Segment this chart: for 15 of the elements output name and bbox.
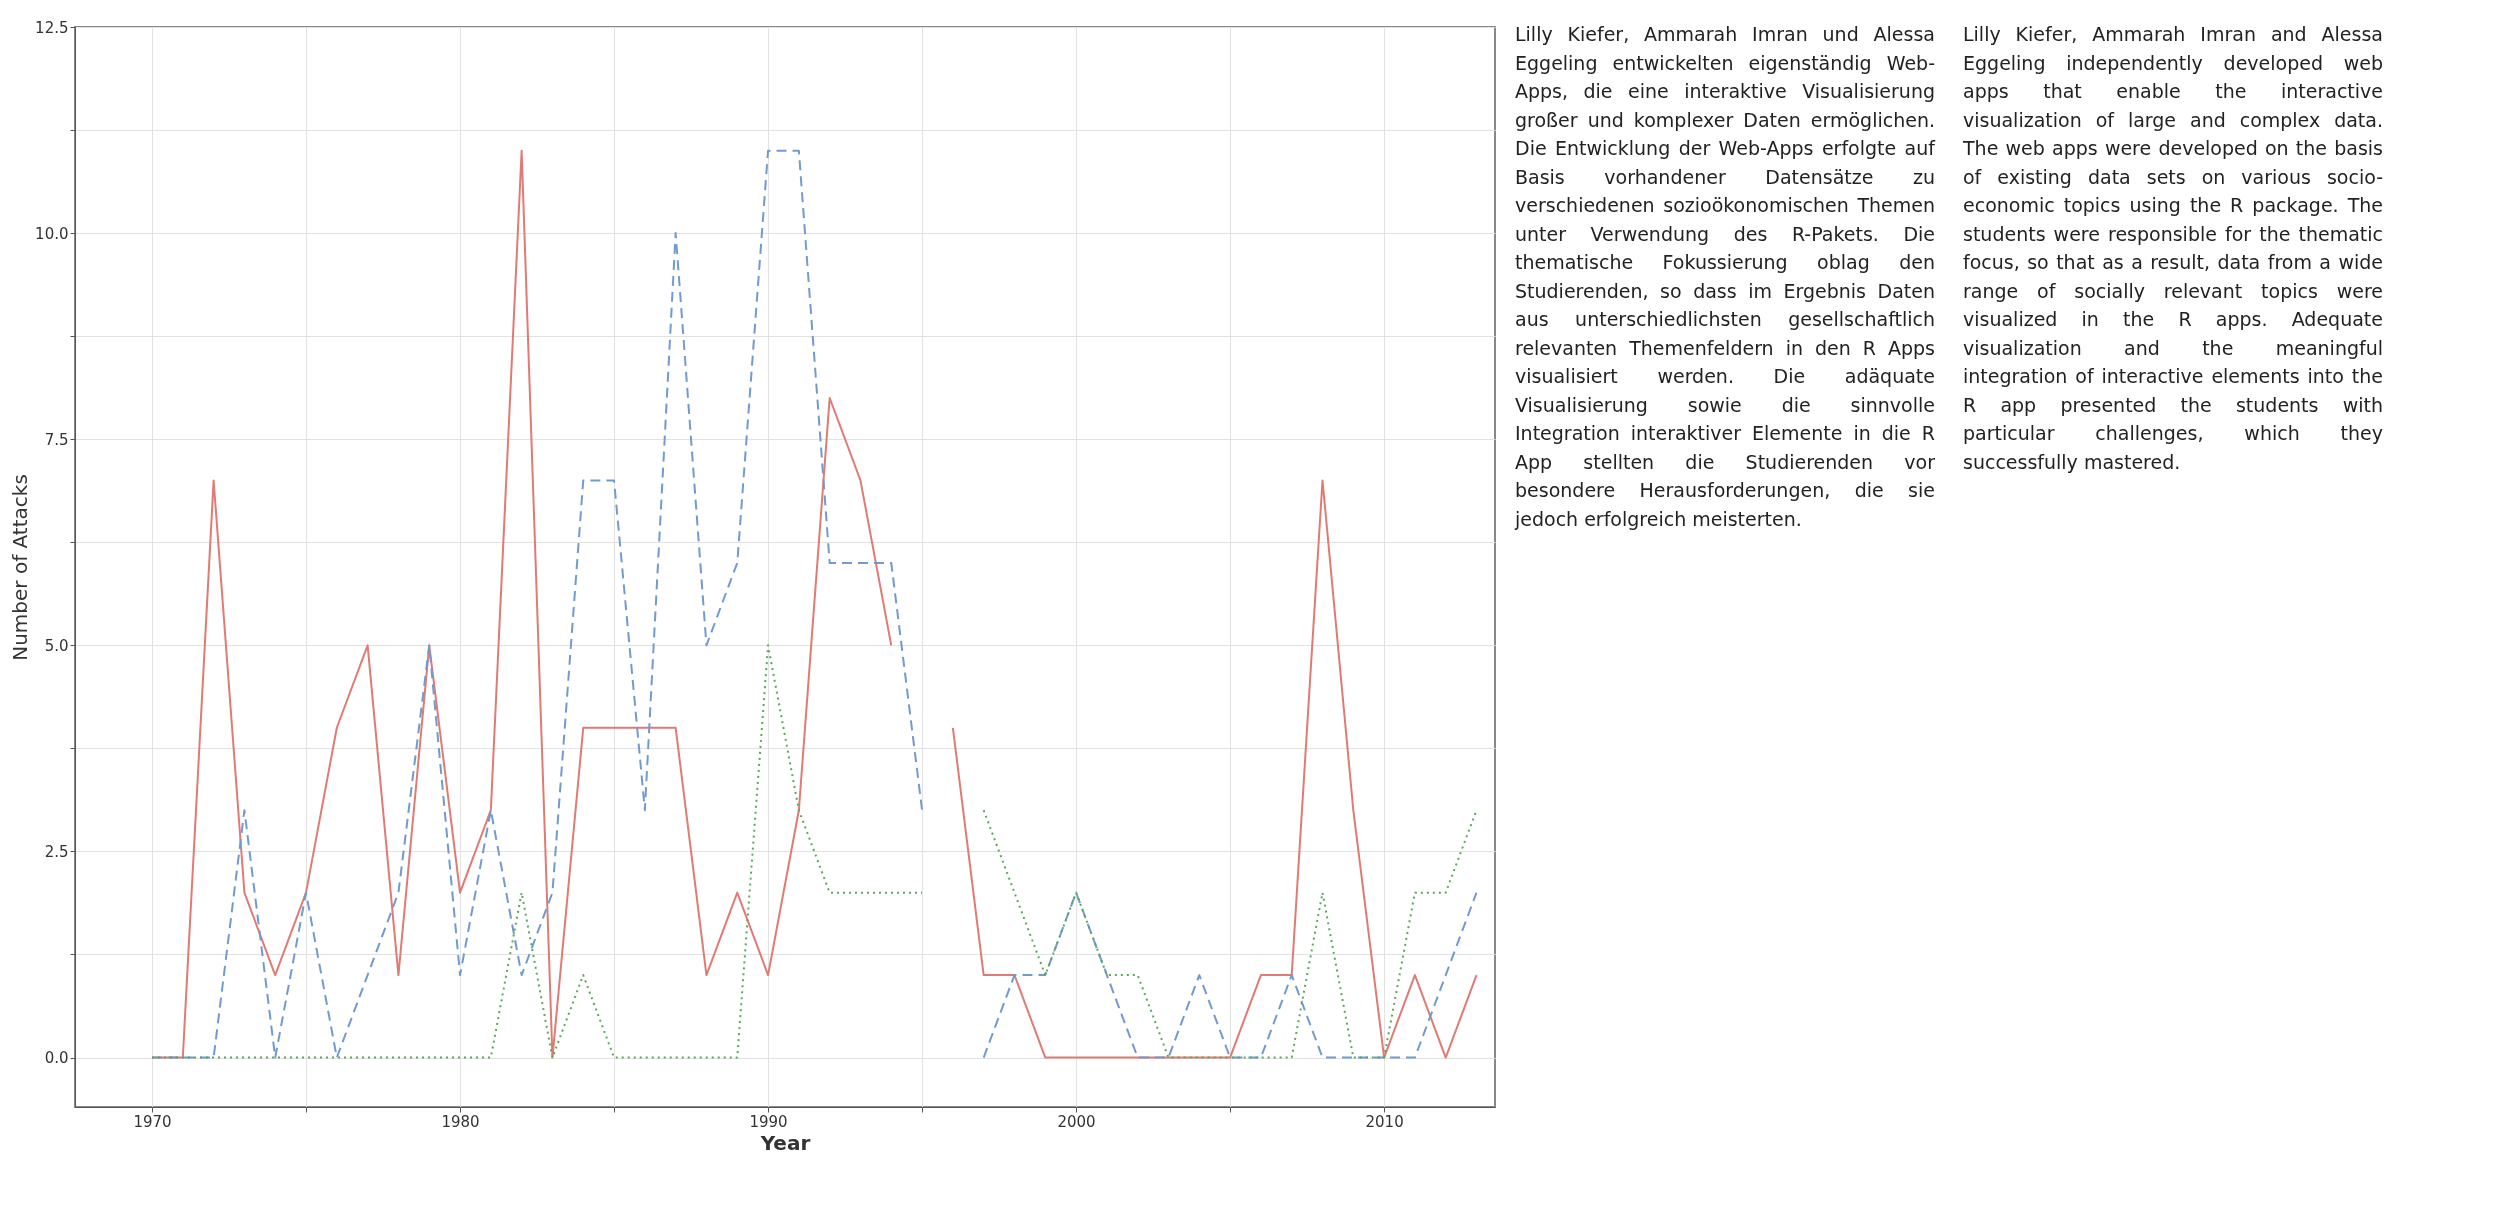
y-tick-label: 2.5 <box>44 842 69 861</box>
x-tick-label: 2000 <box>1057 1112 1096 1131</box>
y-axis-title: Number of Attacks <box>8 474 33 661</box>
text: Lilly Kiefer, Ammarah Imran and Alessa Eggeling independently developed web apps that enable the interactive visualization of large and complex data. The web apps were developed on the basis of existing data sets on various socio-economic topics using the R package. The students were responsible for the thematic focus, so that as a result, data from a wide range of socially relevant topics were visualized in the R apps. Adequate visualization and the meaningful integration of interactive elements into the R app presented the students with particular challenges, which they successfully mastered. <box>1963 23 2383 473</box>
y-tick-label: 0.0 <box>44 1049 69 1068</box>
x-tick-label: 1990 <box>749 1112 788 1131</box>
y-tick-label: 5.0 <box>44 636 69 655</box>
x-tick-label: 1980 <box>441 1112 480 1131</box>
x-axis-title: Year <box>759 1130 811 1155</box>
x-tick-label: 2010 <box>1365 1112 1404 1131</box>
text: Lilly Kiefer, Ammarah Imran und Alessa Eggeling entwickelten eigenständig Web-Apps, die eine interaktive Visualisierung großer und komplexer Daten ermöglichen. Die Entwicklung der Web-Apps erfolgte auf Basis vorhandener Datensätze zu verschiedenen sozioökonomischen Themen unter Verwendung des R-Pakets. Die thematische Fokussierung oblag den Studierenden, so dass im Ergebnis Daten aus unterschiedlichsten gesellschaftlich relevanten Themenfeldern in den R Apps visualisiert werden. Die adäquate Visualisierung sowie die sinnvolle Integration interaktiver Elemente in die R App stellten die Studierenden vor besondere Herausforderungen, die sie jedoch erfolgreich meisterten. <box>1515 23 1935 530</box>
y-tick-label: 7.5 <box>44 430 69 449</box>
x-tick-label: 1970 <box>133 1112 172 1131</box>
y-tick-label: 10.0 <box>35 224 69 243</box>
y-tick-label: 12.5 <box>35 18 69 37</box>
